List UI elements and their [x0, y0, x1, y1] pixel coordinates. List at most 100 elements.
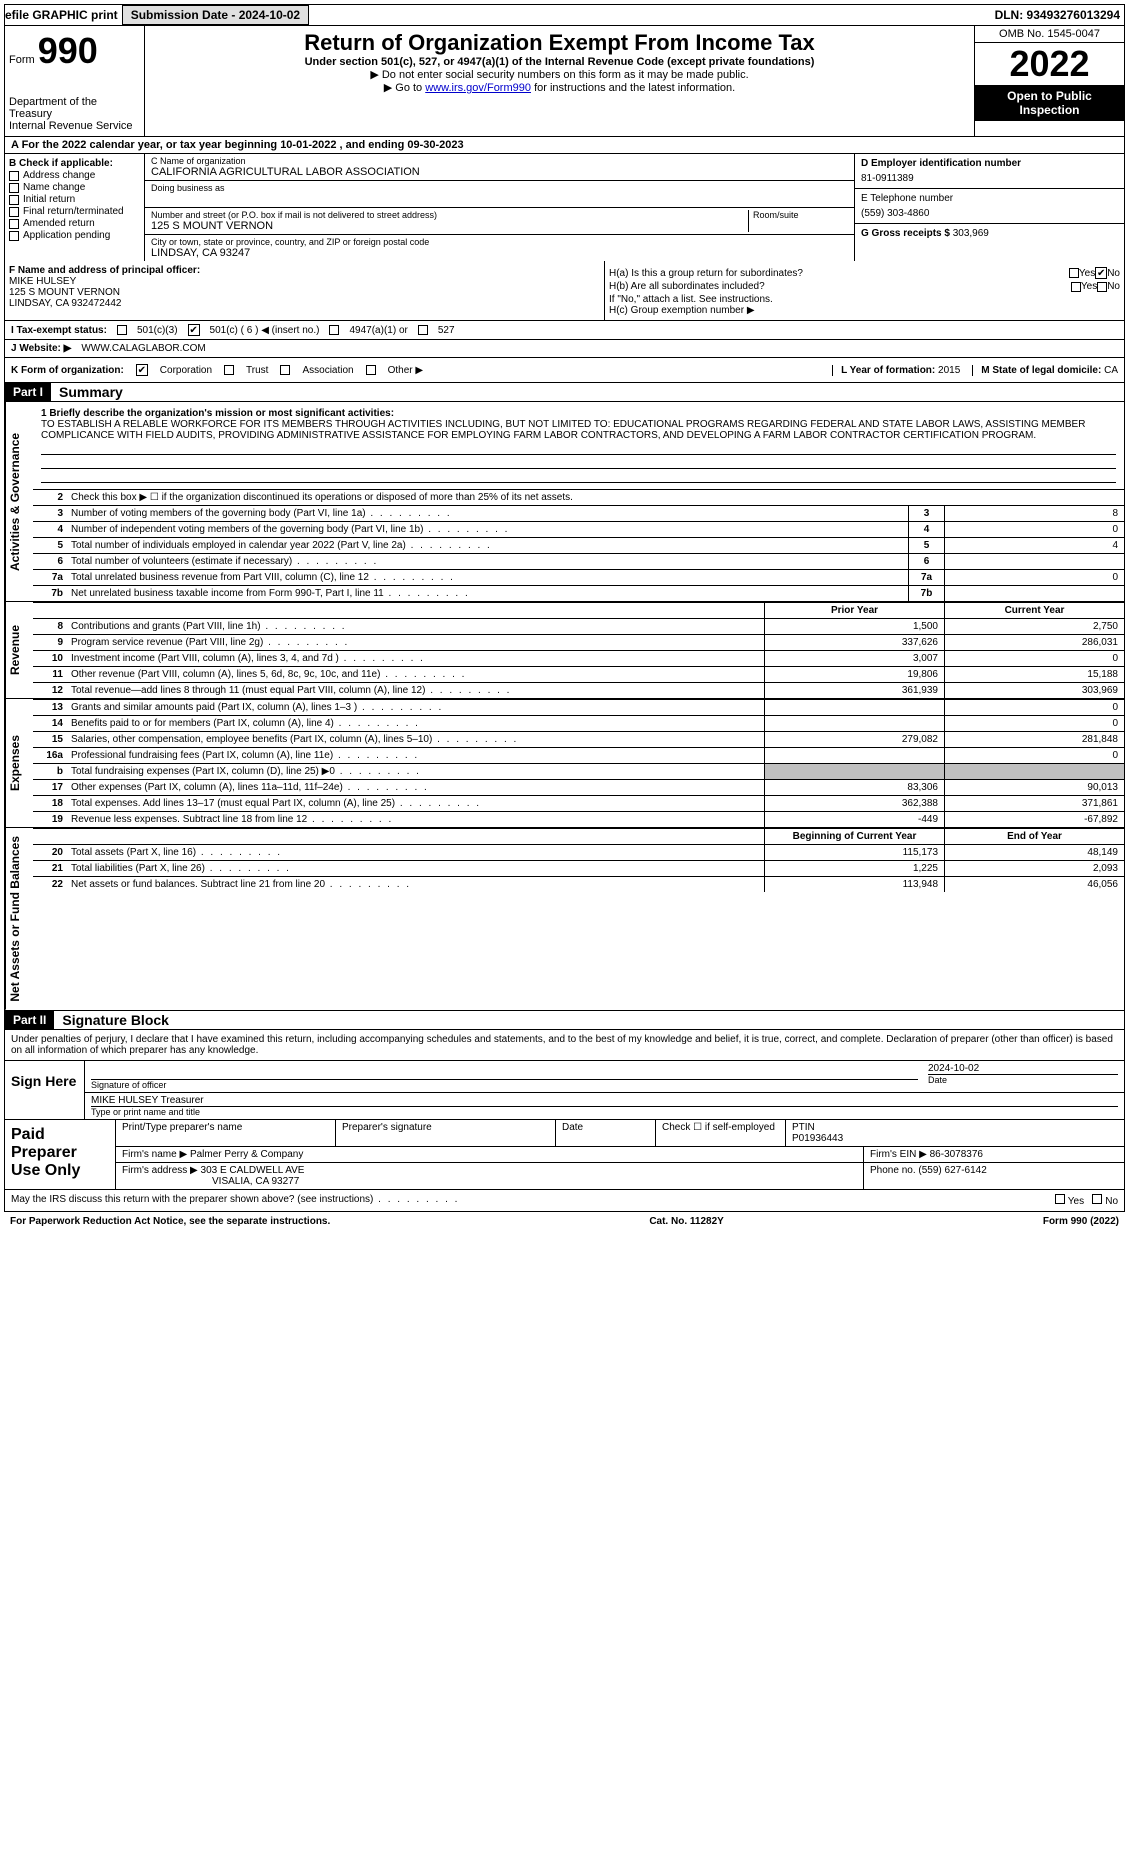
- i-o4: 527: [438, 325, 455, 336]
- chk-app-pending[interactable]: [9, 231, 19, 241]
- vtab-governance: Activities & Governance: [5, 402, 33, 601]
- column-f: F Name and address of principal officer:…: [5, 261, 605, 320]
- paid-prep-label: Paid Preparer Use Only: [5, 1120, 115, 1189]
- row-j: J Website: ▶ WWW.CALAGLABOR.COM: [4, 340, 1125, 358]
- line7b: Net unrelated business taxable income fr…: [67, 586, 908, 601]
- b-addr: Address change: [23, 170, 95, 181]
- v7a: 0: [944, 570, 1124, 585]
- hc-label: H(c) Group exemption number ▶: [609, 305, 1120, 316]
- form-subtitle: Under section 501(c), 527, or 4947(a)(1)…: [149, 56, 970, 68]
- top-bar: efile GRAPHIC print Submission Date - 20…: [4, 4, 1125, 26]
- part1-bar: Part I Summary: [4, 383, 1125, 402]
- chk-address-change[interactable]: [9, 171, 19, 181]
- net-assets-section: Net Assets or Fund Balances Beginning of…: [4, 828, 1125, 1011]
- fin-row: 12Total revenue—add lines 8 through 11 (…: [33, 682, 1124, 698]
- prep-name-hdr: Print/Type preparer's name: [116, 1120, 336, 1146]
- line7a: Total unrelated business revenue from Pa…: [67, 570, 908, 585]
- header-right: OMB No. 1545-0047 2022 Open to Public In…: [974, 26, 1124, 136]
- link-note: ▶ Go to www.irs.gov/Form990 for instruct…: [149, 81, 970, 94]
- chk-final-return[interactable]: [9, 207, 19, 217]
- k-other[interactable]: [366, 365, 376, 375]
- i-o1: 501(c)(3): [137, 325, 178, 336]
- mission-block: 1 Briefly describe the organization's mi…: [33, 402, 1124, 489]
- column-b: B Check if applicable: Address change Na…: [5, 154, 145, 261]
- row-i: I Tax-exempt status: 501(c)(3) ✔ 501(c) (…: [4, 321, 1125, 340]
- part1-title: Summary: [51, 384, 123, 400]
- chk-name-change[interactable]: [9, 183, 19, 193]
- k-label: K Form of organization:: [11, 365, 124, 376]
- end-year-hdr: End of Year: [944, 829, 1124, 844]
- chk-initial-return[interactable]: [9, 195, 19, 205]
- irs-link[interactable]: www.irs.gov/Form990: [425, 82, 531, 94]
- ein-value: 81-0911389: [861, 173, 1118, 184]
- fin-row: 21Total liabilities (Part X, line 26)1,2…: [33, 860, 1124, 876]
- fin-row: 15Salaries, other compensation, employee…: [33, 731, 1124, 747]
- line-a: A For the 2022 calendar year, or tax yea…: [4, 137, 1125, 154]
- fin-row: 19Revenue less expenses. Subtract line 1…: [33, 811, 1124, 827]
- column-d-e: D Employer identification number 81-0911…: [854, 154, 1124, 261]
- i-501c3[interactable]: [117, 325, 127, 335]
- officer-city: LINDSAY, CA 932472442: [9, 298, 600, 309]
- k-assoc[interactable]: [280, 365, 290, 375]
- hb-no-lbl: No: [1107, 281, 1120, 292]
- signature-block: Under penalties of perjury, I declare th…: [4, 1030, 1125, 1190]
- footer: For Paperwork Reduction Act Notice, see …: [4, 1212, 1125, 1231]
- header-left: Form 990 Department of the Treasury Inte…: [5, 26, 145, 136]
- sig-date-label: Date: [928, 1074, 1118, 1085]
- ha-label: H(a) Is this a group return for subordin…: [609, 268, 1069, 279]
- k-corp[interactable]: ✔: [136, 364, 148, 376]
- form-header: Form 990 Department of the Treasury Inte…: [4, 26, 1125, 137]
- l-label: L Year of formation:: [841, 365, 935, 376]
- m-label: M State of legal domicile:: [981, 365, 1101, 376]
- sig-officer-label: Signature of officer: [91, 1079, 918, 1090]
- hb-yes[interactable]: [1071, 282, 1081, 292]
- fin-row: bTotal fundraising expenses (Part IX, co…: [33, 763, 1124, 779]
- fin-row: 13Grants and similar amounts paid (Part …: [33, 699, 1124, 715]
- i-o2: 501(c) ( 6 ) ◀ (insert no.): [210, 325, 320, 336]
- i-501c[interactable]: ✔: [188, 324, 200, 336]
- city-value: LINDSAY, CA 93247: [151, 247, 848, 259]
- fin-row: 10Investment income (Part VIII, column (…: [33, 650, 1124, 666]
- b-name: Name change: [23, 182, 85, 193]
- ha-yes[interactable]: [1069, 268, 1079, 278]
- submission-date-button[interactable]: Submission Date - 2024-10-02: [122, 5, 309, 25]
- chk-amended[interactable]: [9, 219, 19, 229]
- irs-label: Internal Revenue Service: [9, 120, 140, 132]
- l-value: 2015: [938, 365, 960, 376]
- i-label: I Tax-exempt status:: [11, 325, 107, 336]
- paid-preparer: Paid Preparer Use Only Print/Type prepar…: [5, 1119, 1124, 1189]
- d-label: D Employer identification number: [861, 158, 1118, 169]
- pra-notice: For Paperwork Reduction Act Notice, see …: [10, 1216, 330, 1227]
- blank-line: [41, 469, 1116, 483]
- c-street-label: Number and street (or P.O. box if mail i…: [151, 210, 748, 220]
- street-value: 125 S MOUNT VERNON: [151, 220, 748, 232]
- org-name: CALIFORNIA AGRICULTURAL LABOR ASSOCIATIO…: [151, 166, 848, 178]
- vtab-net: Net Assets or Fund Balances: [5, 828, 33, 1010]
- i-527[interactable]: [418, 325, 428, 335]
- k-trust[interactable]: [224, 365, 234, 375]
- prep-date-hdr: Date: [556, 1120, 656, 1146]
- phone-value: (559) 303-4860: [861, 208, 1118, 219]
- ha-no[interactable]: ✔: [1095, 267, 1107, 279]
- discuss-yes[interactable]: [1055, 1194, 1065, 1204]
- part1-num: Part I: [5, 383, 51, 401]
- sign-here-label: Sign Here: [5, 1061, 85, 1119]
- b-final: Final return/terminated: [23, 206, 124, 217]
- line6: Total number of volunteers (estimate if …: [67, 554, 908, 569]
- line4: Number of independent voting members of …: [67, 522, 908, 537]
- mission-label: 1 Briefly describe the organization's mi…: [41, 408, 1116, 419]
- hb-no[interactable]: [1097, 282, 1107, 292]
- v3: 8: [944, 506, 1124, 521]
- fin-row: 14Benefits paid to or for members (Part …: [33, 715, 1124, 731]
- ha-no-lbl: No: [1107, 268, 1120, 279]
- sig-date-val: 2024-10-02: [928, 1063, 1118, 1074]
- form-title: Return of Organization Exempt From Incom…: [149, 30, 970, 56]
- section-b-c-d-e: B Check if applicable: Address change Na…: [4, 154, 1125, 261]
- discuss-row: May the IRS discuss this return with the…: [4, 1190, 1125, 1212]
- dln-label: DLN: 93493276013294: [995, 8, 1124, 22]
- fin-row: 16aProfessional fundraising fees (Part I…: [33, 747, 1124, 763]
- i-4947[interactable]: [329, 325, 339, 335]
- discuss-no[interactable]: [1092, 1194, 1102, 1204]
- h-note: If "No," attach a list. See instructions…: [609, 294, 1120, 305]
- v4: 0: [944, 522, 1124, 537]
